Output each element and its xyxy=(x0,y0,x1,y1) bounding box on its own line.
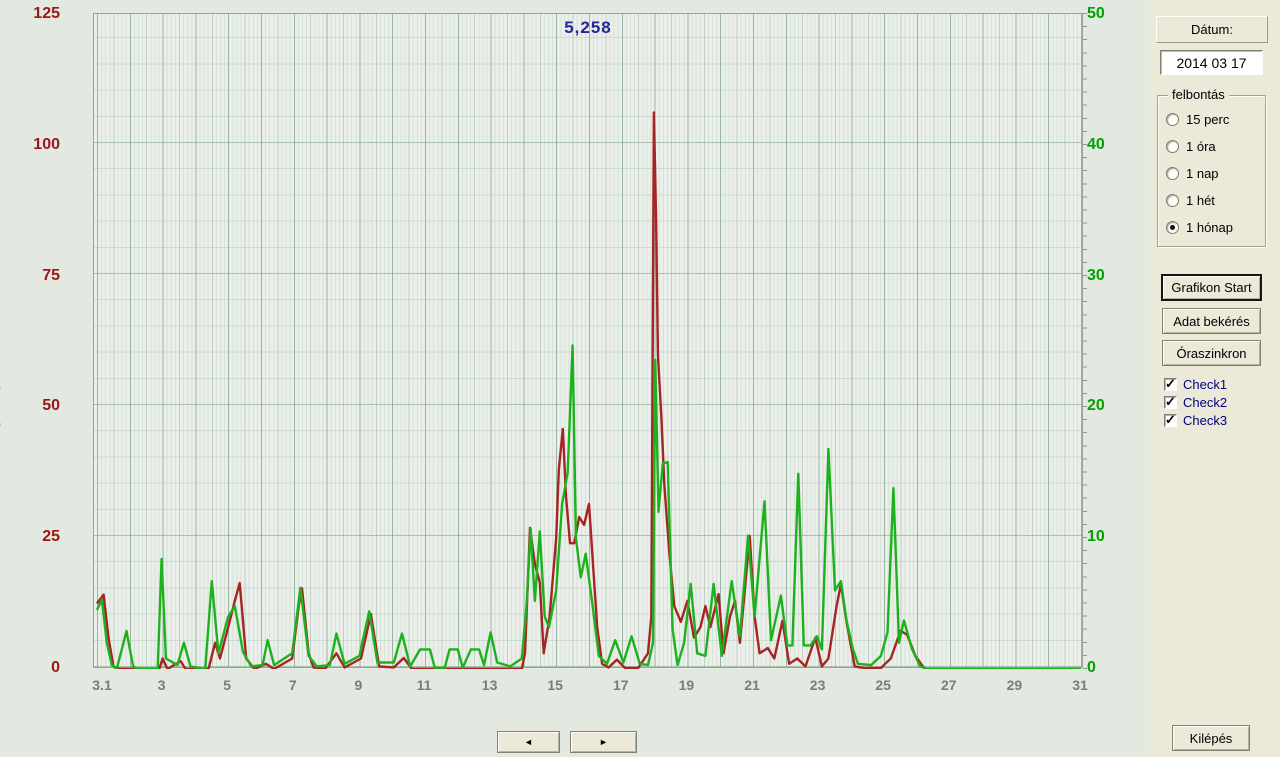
radio-1-óra[interactable]: 1 óra xyxy=(1166,138,1216,154)
clipped-axis-label-fragment: 0 xyxy=(0,381,5,397)
grafikon-start-button[interactable]: Grafikon Start xyxy=(1161,274,1262,301)
oraszinkron-button[interactable]: Óraszinkron xyxy=(1162,340,1261,366)
chart-title: 5,258 xyxy=(564,18,612,37)
x-axis-tick-label: 21 xyxy=(744,677,760,693)
date-label: Dátum: xyxy=(1191,22,1233,37)
checkbox-label: Check2 xyxy=(1183,395,1228,410)
checkmark-icon: ✓ xyxy=(1165,376,1176,391)
x-axis-tick-label: 29 xyxy=(1006,677,1023,693)
green-right-axis-line xyxy=(95,344,1081,669)
right-axis-tick-label: 10 xyxy=(1087,528,1105,546)
x-axis-tick-label: 3 xyxy=(157,677,166,693)
right-axis-ticks xyxy=(1083,13,1087,669)
checkmark-icon: ✓ xyxy=(1165,412,1176,427)
x-axis-tick-label: 3.1 xyxy=(92,677,112,693)
left-axis-tick-label: 0 xyxy=(51,659,60,676)
radio-circle-icon xyxy=(1166,193,1179,207)
clipped-glyph: 0 xyxy=(0,381,1,397)
chart-panel: 5,258 125 100 75 50 25 0 50 40 30 20 10 0 3.1 3 5 7 9 11 1… xyxy=(0,5,1105,753)
radio-label: 1 nap xyxy=(1186,165,1219,181)
x-axis-tick-label: 25 xyxy=(875,677,891,693)
checkbox-check1[interactable]: ✓ Check1 xyxy=(1164,376,1228,392)
left-axis-tick-label: 75 xyxy=(42,266,60,284)
radio-1-nap[interactable]: 1 nap xyxy=(1166,165,1219,181)
left-axis-tick-label: 100 xyxy=(33,135,60,153)
checkbox-icon: ✓ xyxy=(1164,394,1177,409)
kilepes-button[interactable]: Kilépés xyxy=(1172,725,1250,751)
checkbox-label: Check3 xyxy=(1183,413,1228,428)
radio-selected-dot xyxy=(1170,224,1175,230)
radio-label: 15 perc xyxy=(1186,111,1230,127)
x-axis-tick-label: 31 xyxy=(1072,677,1088,693)
checkbox-label: Check1 xyxy=(1183,377,1228,392)
x-axis-tick-label: 7 xyxy=(288,677,297,693)
resolution-group-label: felbontás xyxy=(1168,87,1229,102)
adat-bekeres-button[interactable]: Adat bekérés xyxy=(1162,308,1261,334)
right-axis-tick-label: 20 xyxy=(1087,397,1105,415)
plot-area: 5,258 xyxy=(93,13,1083,669)
left-axis-tick-label: 25 xyxy=(42,528,60,546)
clipped-glyph: 0 xyxy=(0,417,1,433)
x-axis-tick-label: 13 xyxy=(481,677,498,693)
radio-circle-icon xyxy=(1166,112,1179,126)
scroll-left-button[interactable]: ◄ xyxy=(497,731,560,753)
clipped-axis-label-fragment: 0 xyxy=(0,417,5,433)
radio-circle-icon xyxy=(1166,166,1179,180)
right-axis-tick-label: 30 xyxy=(1087,266,1105,284)
radio-label: 1 hónap xyxy=(1186,219,1233,235)
x-axis-tick-label: 23 xyxy=(809,677,826,693)
series-plot xyxy=(95,111,1081,669)
left-axis-tick-label: 125 xyxy=(33,5,60,22)
x-axis-tick-label: 15 xyxy=(547,677,563,693)
radio-15-perc[interactable]: 15 perc xyxy=(1166,111,1229,127)
checkmark-icon: ✓ xyxy=(1165,394,1176,409)
x-axis-tick-label: 5 xyxy=(223,677,232,693)
control-panel: Dátum: felbontás 15 perc 1 óra 1 nap 1 hét 1… xyxy=(1150,0,1280,757)
radio-1-hét[interactable]: 1 hét xyxy=(1166,192,1215,208)
right-axis-tick-label: 50 xyxy=(1087,5,1105,22)
scroll-right-button[interactable]: ► xyxy=(570,731,637,753)
radio-circle-icon xyxy=(1166,220,1179,234)
right-axis-tick-label: 40 xyxy=(1087,135,1105,153)
x-axis-tick-label: 11 xyxy=(416,677,432,693)
radio-label: 1 óra xyxy=(1186,138,1216,154)
x-axis-tick-label: 27 xyxy=(941,677,957,693)
checkbox-icon: ✓ xyxy=(1164,376,1177,391)
date-label-panel: Dátum: xyxy=(1156,16,1268,43)
right-arrow-icon: ► xyxy=(599,737,608,747)
checkbox-check3[interactable]: ✓ Check3 xyxy=(1164,412,1228,428)
radio-circle-icon xyxy=(1166,139,1179,153)
x-axis-tick-label: 19 xyxy=(678,677,695,693)
x-axis-tick-label: 9 xyxy=(354,677,363,693)
date-input[interactable] xyxy=(1160,50,1263,75)
checkbox-check2[interactable]: ✓ Check2 xyxy=(1164,394,1228,410)
left-axis-tick-label: 50 xyxy=(42,397,60,415)
x-axis-tick-label: 17 xyxy=(613,677,629,693)
radio-1-hónap[interactable]: 1 hónap xyxy=(1166,219,1233,235)
right-axis-tick-label: 0 xyxy=(1087,659,1096,676)
radio-label: 1 hét xyxy=(1186,192,1215,208)
left-arrow-icon: ◄ xyxy=(524,737,533,747)
checkbox-icon: ✓ xyxy=(1164,412,1177,427)
resolution-group: felbontás 15 perc 1 óra 1 nap 1 hét 1 hónap xyxy=(1157,87,1266,247)
